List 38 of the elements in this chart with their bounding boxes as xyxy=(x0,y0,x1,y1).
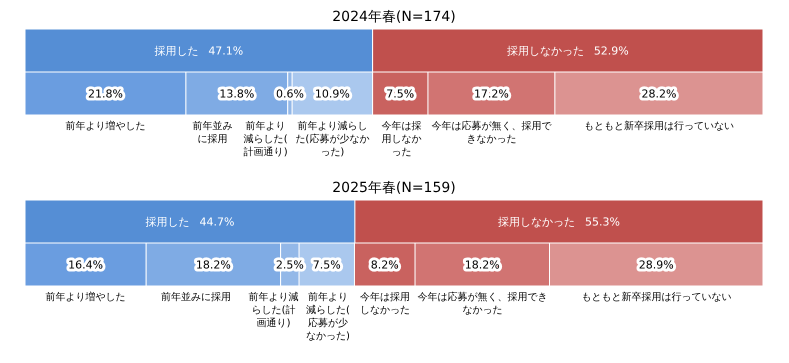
data-label: 44.7% xyxy=(199,216,234,228)
data-label: 16.4% xyxy=(68,258,104,272)
series-label: 採用した xyxy=(145,216,190,228)
series-label: 前年より増やした xyxy=(65,120,146,132)
series-label: 今年は採用しなかった xyxy=(381,120,422,158)
series-label: 採用しなかった xyxy=(506,44,584,58)
series-label: 前年より減らした(計画通り) xyxy=(244,120,288,158)
data-label: 13.8% xyxy=(219,88,254,100)
data-label: 7.5% xyxy=(312,258,341,272)
data-label: 28.9% xyxy=(638,258,674,272)
series-label: 今年は応募が無く、採用できなかった xyxy=(431,120,552,145)
series-label: もともと新卒採用は行っていない xyxy=(584,120,734,132)
data-label: 18.2% xyxy=(196,258,231,272)
series-label: 前年より増やした xyxy=(46,291,126,303)
chart-title: 2024年春(N=174) xyxy=(332,9,456,25)
series-label: 採用しなかった xyxy=(498,216,575,228)
data-label: 17.2% xyxy=(474,88,509,100)
series-label: 採用した xyxy=(154,44,198,58)
series-label: 前年より減らした(応募が少なかった) xyxy=(306,291,350,342)
chart-title: 2025年春(N=159) xyxy=(332,180,456,196)
data-label: 18.2% xyxy=(464,258,500,272)
data-label: 10.9% xyxy=(314,88,350,100)
series-label: 今年は採用しなかった xyxy=(360,291,410,316)
data-label: 2.5% xyxy=(276,258,304,272)
data-label: 47.1% xyxy=(208,44,244,58)
data-label: 52.9% xyxy=(594,44,629,58)
series-label: 前年より減らした(応募が少なかった) xyxy=(295,120,370,158)
series-label: 前年より減らした(計画通り) xyxy=(248,291,299,329)
data-label: 28.2% xyxy=(641,88,676,100)
data-label: 7.5% xyxy=(386,88,414,100)
data-label: 55.3% xyxy=(584,216,620,228)
data-label: 0.6% xyxy=(276,88,304,100)
series-label: 今年は応募が無く、採用できなかった xyxy=(417,291,548,316)
series-label: もともと新卒採用は行っていない xyxy=(581,291,732,303)
data-label: 8.2% xyxy=(370,258,399,272)
series-label: 前年並みに採用 xyxy=(192,120,233,145)
series-label: 前年並みに採用 xyxy=(161,291,232,303)
data-label: 21.8% xyxy=(88,88,123,100)
